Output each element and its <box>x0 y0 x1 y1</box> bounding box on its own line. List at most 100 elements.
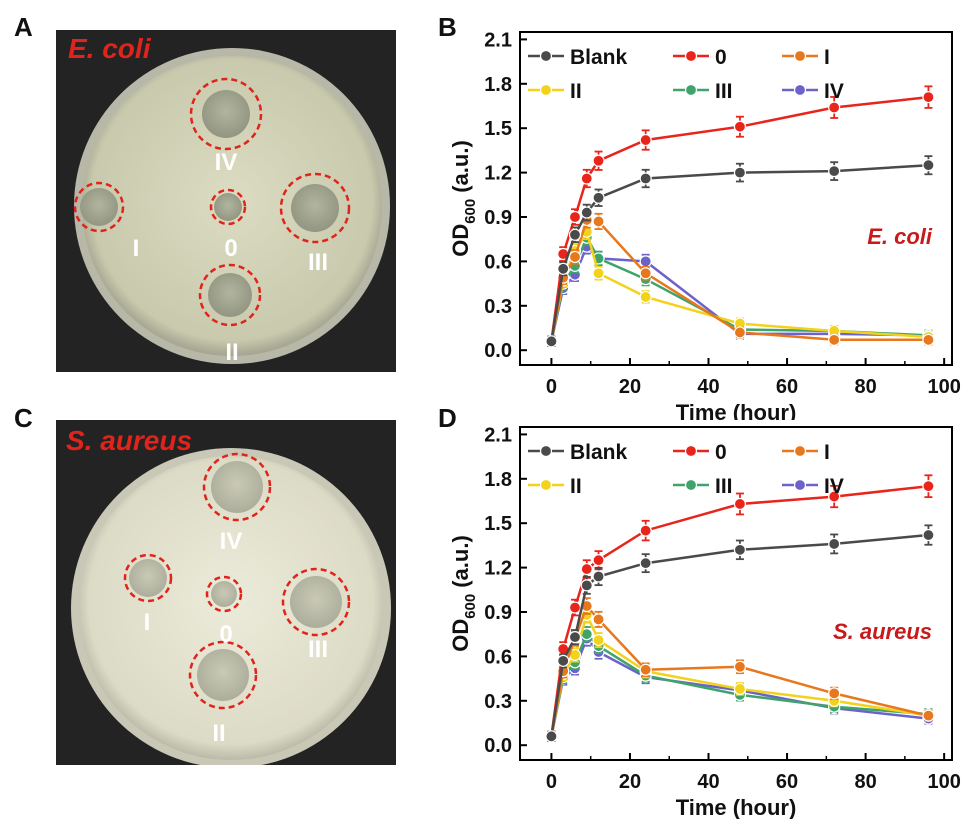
data-point <box>828 333 841 346</box>
data-point <box>828 165 841 178</box>
legend-label: I <box>824 441 830 464</box>
data-point <box>922 480 935 493</box>
chart-annotation: S. aureus <box>833 619 932 644</box>
data-point <box>639 557 652 570</box>
well-label-iii: III <box>308 249 328 276</box>
well-label-iv: IV <box>215 149 238 176</box>
legend-label: III <box>715 475 733 498</box>
series-zero <box>545 474 935 743</box>
data-point <box>568 631 582 644</box>
y-axis-label: OD600 (a.u.) <box>448 140 479 257</box>
legend-item-zero: 0 <box>673 46 727 69</box>
legend-item-iv: IV <box>782 475 844 498</box>
data-point <box>568 250 582 264</box>
data-point <box>922 709 935 722</box>
well-iii <box>290 576 342 628</box>
legend-marker <box>793 83 807 97</box>
legend-label: III <box>715 80 733 103</box>
well-iv <box>202 90 250 138</box>
legend-marker <box>684 444 698 458</box>
y-axis-label: OD600 (a.u.) <box>448 535 479 652</box>
legend-marker <box>539 49 553 63</box>
y-tick-label: 2.1 <box>484 29 512 51</box>
y-tick-label: 0.9 <box>484 602 512 624</box>
y-tick-label: 0.6 <box>484 646 512 668</box>
legend-item-iii: III <box>673 475 733 498</box>
well-label-ii: II <box>212 720 225 747</box>
inhibition-zone-iii <box>281 567 351 637</box>
y-tick-label: 2.1 <box>484 424 512 446</box>
data-point <box>545 335 558 348</box>
data-point <box>568 210 582 224</box>
well-ii <box>197 649 249 701</box>
inhibition-zone-0 <box>205 575 243 613</box>
well-0 <box>211 581 237 607</box>
data-point <box>568 601 582 614</box>
x-tick-label: 60 <box>776 376 798 398</box>
x-axis-label: Time (hour) <box>676 400 797 420</box>
chart-annotation: E. coli <box>867 224 933 249</box>
legend-marker <box>793 49 807 63</box>
y-tick-label: 0.0 <box>484 340 512 362</box>
data-point <box>733 543 747 556</box>
legend-marker <box>793 444 807 458</box>
y-axis-label-unit: (a.u.) <box>448 140 473 193</box>
legend-marker <box>684 49 698 63</box>
data-point <box>922 91 935 104</box>
data-point <box>828 101 841 114</box>
y-tick-label: 1.5 <box>484 513 512 535</box>
legend-label: Blank <box>570 441 628 464</box>
data-point <box>639 663 652 676</box>
y-tick-label: 0.3 <box>484 691 512 713</box>
well-label-i: I <box>133 235 140 262</box>
data-point <box>568 228 582 241</box>
data-point <box>580 562 593 576</box>
y-tick-label: 0.0 <box>484 735 512 757</box>
y-tick-label: 1.5 <box>484 118 512 140</box>
legend-item-i: I <box>782 441 830 464</box>
data-point <box>592 554 605 567</box>
inhibition-zone-i <box>73 181 125 233</box>
data-point <box>639 290 652 304</box>
y-tick-label: 1.8 <box>484 469 512 491</box>
data-point <box>828 490 841 503</box>
od600-chart-saureus: 0.0 0.3 0.6 0.9 1.2 1.5 1.8 2.1 0 20 40 60 80 100 Time… <box>448 424 961 819</box>
data-point <box>639 267 652 280</box>
data-point <box>557 654 570 667</box>
data-point <box>592 613 605 626</box>
data-point <box>592 267 605 280</box>
data-point <box>639 524 652 537</box>
well-label-0: 0 <box>219 621 232 648</box>
data-point <box>592 154 605 167</box>
data-point <box>592 215 605 228</box>
data-point <box>922 333 935 346</box>
y-tick-label: 1.2 <box>484 558 512 580</box>
x-tick-label: 20 <box>619 771 641 793</box>
inhibition-zone-i <box>123 553 173 603</box>
x-tick-label: 100 <box>927 771 960 793</box>
legend-label: II <box>570 475 582 498</box>
legend-item-zero: 0 <box>673 441 727 464</box>
well-iv <box>211 461 263 513</box>
data-point <box>639 172 652 185</box>
well-i <box>129 559 167 597</box>
data-point <box>557 262 570 275</box>
legend-item-iv: IV <box>782 80 844 103</box>
y-tick-label: 0.9 <box>484 207 512 229</box>
panel-label-c: C <box>14 403 33 433</box>
inhibition-zone-0 <box>209 188 247 226</box>
inhibition-zone-iv <box>189 77 263 151</box>
legend-marker <box>539 444 553 458</box>
x-axis-label: Time (hour) <box>676 795 797 819</box>
legend-label: II <box>570 80 582 103</box>
y-tick-label: 0.3 <box>484 296 512 318</box>
plot-frame <box>519 426 953 761</box>
legend-label: IV <box>824 80 844 103</box>
x-tick-label: 100 <box>927 376 960 398</box>
data-point <box>922 528 935 542</box>
y-axis-label-subscript: 600 <box>462 199 479 224</box>
plate-title-saureus: S. aureus <box>66 425 192 456</box>
legend-marker <box>539 83 553 97</box>
data-point <box>639 133 652 147</box>
data-point <box>733 120 747 133</box>
